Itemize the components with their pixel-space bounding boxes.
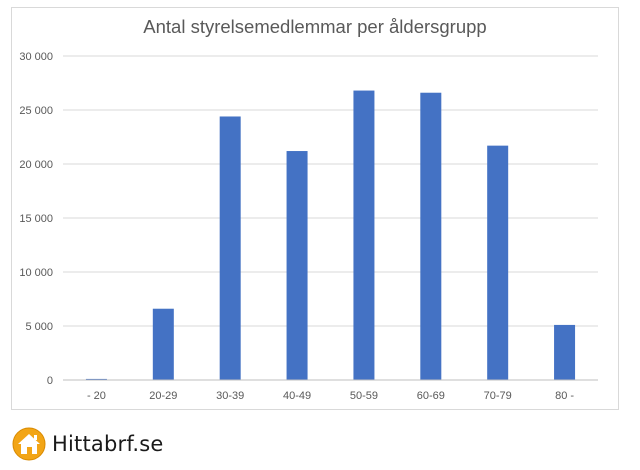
brand-logo[interactable]: Hittabrf.se [12,426,164,462]
x-tick-label: 70-79 [484,390,512,402]
y-tick-label: 15 000 [19,213,53,225]
x-tick-label: - 20 [87,390,106,402]
bar-30-39[interactable] [219,116,241,380]
chart-frame [11,7,619,410]
bar-40-49[interactable] [286,151,308,380]
y-tick-label: 30 000 [19,51,53,63]
y-tick-label: 25 000 [19,105,53,117]
y-tick-label: 5 000 [25,321,53,333]
bar-50-59[interactable] [353,90,375,380]
x-tick-label: 60-69 [417,390,445,402]
bar-70-79[interactable] [487,145,509,380]
brand-name: Hittabrf.se [52,432,164,456]
bar-20[interactable] [85,378,107,380]
x-tick-label: 40-49 [283,390,311,402]
house-logo-icon [12,427,46,461]
x-tick-label: 20-29 [149,390,177,402]
y-tick-label: 10 000 [19,267,53,279]
bar-60-69[interactable] [420,92,442,380]
bar-20-29[interactable] [152,308,174,380]
y-tick-label: 20 000 [19,159,53,171]
x-tick-label: 30-39 [216,390,244,402]
bar-80[interactable] [554,324,576,380]
x-tick-label: 80 - [555,390,574,402]
x-tick-label: 50-59 [350,390,378,402]
y-tick-label: 0 [47,375,53,387]
chart-title: Antal styrelsemedlemmar per åldersgrupp [143,16,487,37]
